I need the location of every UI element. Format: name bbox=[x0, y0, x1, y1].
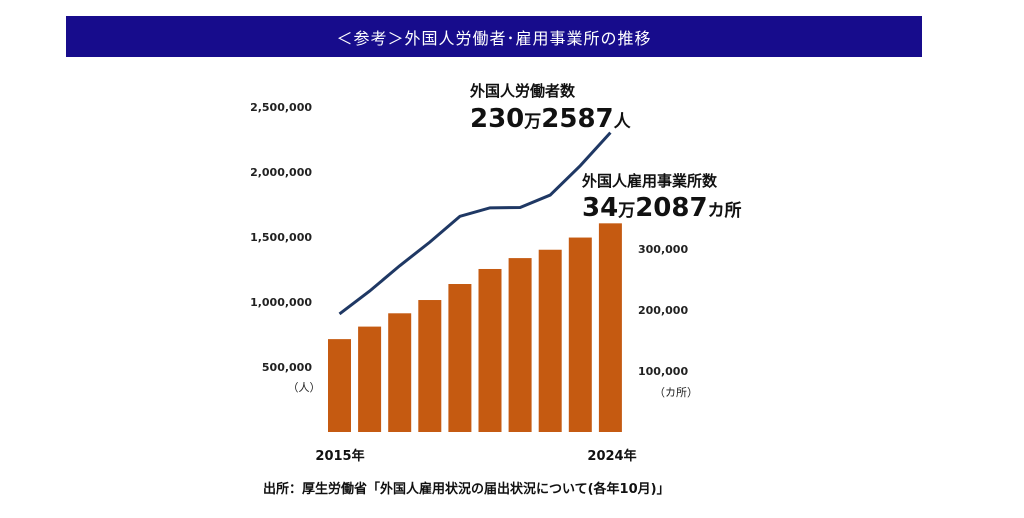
left-tick-label: 2,000,000 bbox=[250, 166, 312, 179]
workers-annotation-label: 外国人労働者数 bbox=[469, 82, 576, 100]
bar-2015 bbox=[328, 339, 351, 432]
bar-2018 bbox=[418, 300, 442, 432]
chart-title: ＜参考＞外国人労働者･雇用事業所の推移 bbox=[336, 28, 652, 48]
bar-2021 bbox=[508, 258, 532, 432]
workers-annotation-value: 230万2587人 bbox=[470, 104, 632, 134]
bar-2020 bbox=[478, 268, 502, 432]
right-axis-unit: （カ所） bbox=[654, 386, 698, 399]
left-tick-label: 1,000,000 bbox=[250, 296, 312, 309]
x-tick-last: 2024年 bbox=[587, 448, 636, 464]
left-tick-label: 500,000 bbox=[262, 361, 312, 374]
bar-2016 bbox=[358, 326, 382, 432]
workers-line bbox=[338, 131, 612, 316]
estab-annotation-value: 34万2087カ所 bbox=[582, 193, 742, 223]
bar-2023 bbox=[568, 237, 592, 432]
right-tick-label: 200,000 bbox=[638, 304, 688, 317]
x-tick-first: 2015年 bbox=[315, 448, 364, 464]
right-tick-label: 100,000 bbox=[638, 365, 688, 378]
bar-2017 bbox=[388, 313, 412, 432]
bar-2024 bbox=[598, 223, 622, 432]
right-tick-label: 300,000 bbox=[638, 243, 688, 256]
bar-2022 bbox=[538, 249, 562, 432]
left-axis-unit: （人） bbox=[288, 381, 321, 394]
left-tick-label: 1,500,000 bbox=[250, 231, 312, 244]
source-note: 出所：厚生労働省「外国人雇用状況の届出状況について(各年10月)」 bbox=[263, 482, 670, 497]
estab-annotation-label: 外国人雇用事業所数 bbox=[581, 172, 718, 190]
left-tick-label: 2,500,000 bbox=[250, 101, 312, 114]
chart-title-banner: ＜参考＞外国人労働者･雇用事業所の推移 bbox=[66, 16, 922, 57]
bar-2019 bbox=[448, 284, 472, 432]
